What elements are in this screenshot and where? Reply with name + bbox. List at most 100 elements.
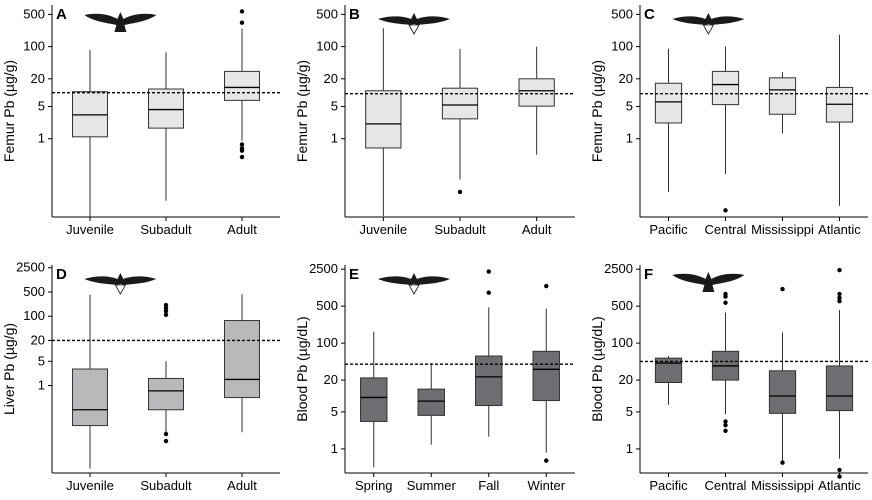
- box-iqr: [768, 370, 797, 414]
- eagle-icon: [84, 273, 157, 285]
- x-tick-label: Mississippi: [751, 222, 814, 237]
- x-tick-label: Adult: [522, 222, 552, 237]
- outlier-point: [723, 423, 728, 428]
- outlier-point: [837, 467, 842, 473]
- outlier-point: [239, 148, 245, 153]
- panel-letter: D: [56, 266, 67, 283]
- box-Pacific: [654, 356, 683, 405]
- x-tick-label: Atlantic: [818, 222, 861, 237]
- outlier-point: [239, 9, 245, 14]
- outlier-point: [163, 431, 169, 437]
- box-Pacific: [654, 48, 683, 192]
- eagle-tail-icon: [408, 284, 420, 295]
- eagle-icon: [672, 13, 745, 25]
- y-tick-label: 1: [38, 131, 45, 146]
- y-axis-label: Liver Pb (µg/g): [1, 323, 17, 415]
- x-tick-label: Juvenile: [66, 478, 114, 493]
- box-Atlantic: [825, 34, 854, 206]
- y-tick-label: 20: [324, 71, 338, 86]
- y-tick-label: 1: [331, 441, 338, 456]
- x-tick-label: Juvenile: [66, 222, 114, 237]
- outlier-point: [163, 438, 169, 444]
- y-tick-label: 20: [31, 332, 45, 347]
- box-Adult: [224, 9, 260, 160]
- outlier-point: [486, 269, 491, 274]
- x-tick-label: Pacific: [649, 478, 688, 493]
- box-iqr: [365, 90, 402, 149]
- outlier-point: [723, 300, 728, 305]
- box-Mississippi: [768, 72, 797, 134]
- y-tick-label: 5: [626, 99, 633, 114]
- box-Mississippi: [768, 286, 797, 465]
- eagle-icon: [378, 273, 450, 285]
- outlier-point: [163, 306, 169, 311]
- box-Subadult: [441, 48, 479, 195]
- box-Atlantic: [825, 267, 854, 479]
- box-iqr: [654, 82, 683, 124]
- box-iqr: [654, 357, 683, 384]
- box-Juvenile: [72, 294, 108, 469]
- box-iqr: [72, 368, 108, 427]
- box-Summer: [417, 363, 445, 445]
- box-iqr: [148, 88, 184, 129]
- panel-letter: A: [56, 6, 67, 23]
- outlier-point: [457, 189, 463, 195]
- outlier-point: [837, 299, 842, 304]
- outlier-point: [837, 291, 842, 297]
- panel-letter: C: [644, 6, 655, 23]
- x-tick-label: Subadult: [140, 222, 192, 237]
- y-tick-label: 5: [38, 353, 45, 368]
- outlier-point: [780, 460, 785, 465]
- box-Adult: [518, 46, 555, 155]
- y-tick-label: 500: [316, 6, 338, 21]
- outlier-point: [837, 295, 842, 300]
- panel-C: 1 5 20 100 500 Femur Pb (µg/g) C Pacific Central…: [589, 5, 868, 237]
- x-tick-label: Winter: [527, 478, 565, 493]
- y-axis-label: Blood Pb (µg/dL): [589, 316, 605, 421]
- y-tick-label: 500: [23, 284, 45, 299]
- box-Adult: [224, 294, 260, 433]
- y-tick-label: 1: [626, 441, 633, 456]
- box-Juvenile: [72, 49, 108, 217]
- panel-B: 1 5 20 100 500 Femur Pb (µg/g) B Juvenile Subadu…: [294, 5, 575, 237]
- box-iqr: [224, 320, 260, 399]
- box-iqr: [532, 350, 560, 402]
- y-tick-label: 500: [611, 298, 633, 313]
- outlier-point: [486, 290, 491, 295]
- x-tick-label: Subadult: [434, 222, 486, 237]
- outlier-point: [723, 419, 728, 424]
- y-tick-label: 500: [23, 6, 45, 21]
- y-axis-label: Femur Pb (µg/g): [294, 60, 310, 162]
- x-tick-label: Adult: [227, 222, 257, 237]
- y-tick-label: 20: [619, 372, 633, 387]
- y-tick-label: 500: [316, 298, 338, 313]
- box-iqr: [475, 355, 503, 407]
- outlier-point: [239, 142, 245, 147]
- eagle-tail-icon: [408, 24, 420, 35]
- x-tick-label: Central: [705, 478, 747, 493]
- outlier-point: [544, 283, 549, 289]
- x-tick-label: Adult: [227, 478, 257, 493]
- panel-E: 1 5 20 100 500 2500 Blood Pb (µg/dL) E Spring Sum…: [294, 261, 575, 493]
- outlier-point: [723, 428, 728, 433]
- x-tick-label: Atlantic: [818, 478, 861, 493]
- box-Subadult: [148, 302, 184, 444]
- box-iqr: [360, 377, 388, 422]
- box-iqr: [148, 377, 184, 411]
- x-tick-label: Summer: [407, 478, 457, 493]
- box-Fall: [475, 269, 503, 437]
- outlier-point: [163, 312, 169, 317]
- outlier-point: [780, 286, 785, 292]
- y-tick-label: 100: [23, 308, 45, 323]
- y-tick-label: 5: [331, 99, 338, 114]
- outlier-point: [239, 20, 245, 25]
- outlier-point: [163, 302, 169, 308]
- panel-F: 1 5 20 100 500 2500 Blood Pb (µg/dL) F Pacific Ce…: [589, 261, 868, 493]
- y-tick-label: 5: [38, 99, 45, 114]
- x-tick-label: Spring: [355, 478, 393, 493]
- y-tick-label: 100: [23, 39, 45, 54]
- outlier-point: [837, 267, 842, 273]
- x-tick-label: Central: [705, 222, 747, 237]
- box-iqr: [417, 388, 445, 416]
- box-iqr: [518, 78, 555, 107]
